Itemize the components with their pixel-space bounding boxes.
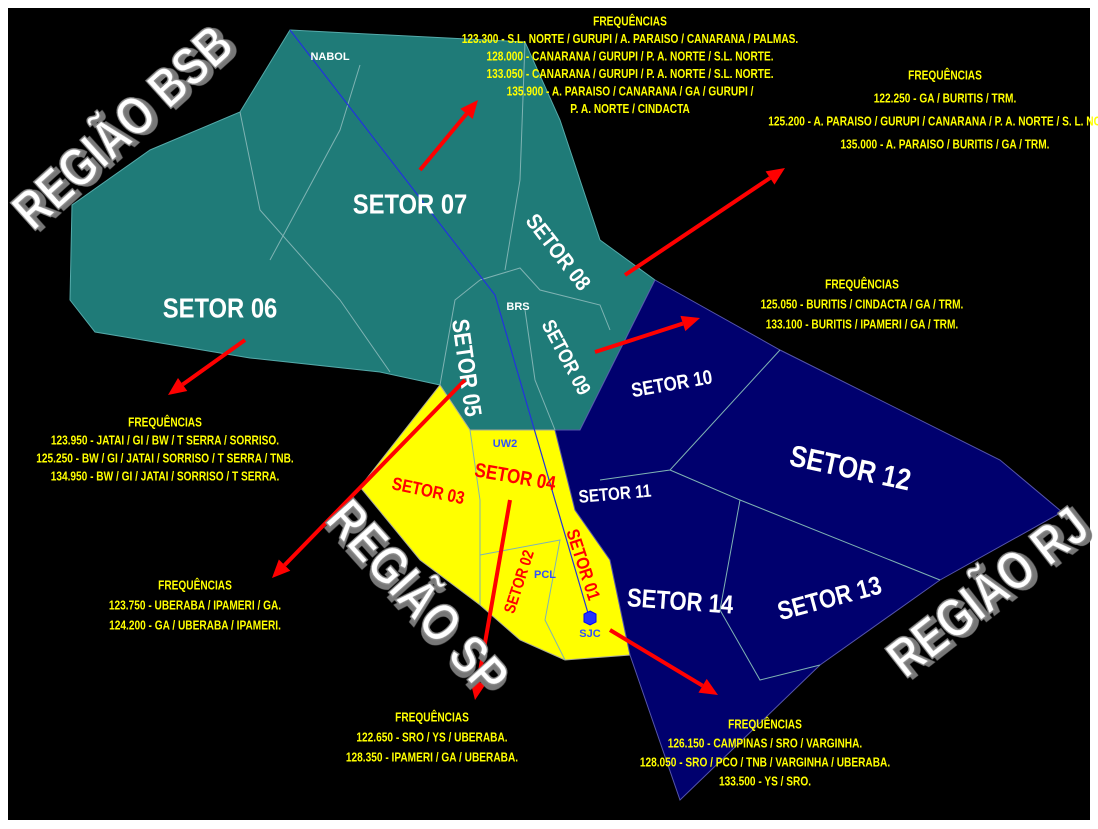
- frequency-block: FREQUÊNCIAS 122.650 - SRO / YS / UBERABA.…: [346, 710, 518, 764]
- arrow-shaft: [594, 321, 684, 354]
- waypoint-label: SJC: [579, 628, 600, 640]
- frequency-line: 128.000 - CANARANA / GURUPI / P. A. NORT…: [486, 49, 773, 63]
- arrow-shaft: [608, 628, 704, 688]
- frequency-block: FREQUÊNCIAS 122.250 - GA / BURITIS / TRM.…: [768, 68, 1098, 151]
- frequency-line: 128.350 - IPAMERI / GA / UBERABA.: [346, 750, 518, 764]
- frequency-title: FREQUÊNCIAS: [908, 68, 982, 82]
- waypoint-label: BRS: [506, 301, 529, 313]
- frequency-line: 133.100 - BURITIS / IPAMERI / GA / TRM.: [766, 317, 958, 331]
- waypoint-label: NABOL: [310, 51, 349, 63]
- arrow-head: [470, 680, 486, 700]
- frequency-title: FREQUÊNCIAS: [128, 415, 202, 429]
- arrow-shaft: [418, 112, 469, 172]
- frequency-line: P. A. NORTE / CINDACTA: [570, 102, 690, 116]
- sector-label: SETOR 06: [163, 292, 278, 324]
- frequency-line: 134.950 - BW / GI / JATAI / SORRISO / T …: [51, 469, 280, 483]
- frequency-line: 126.150 - CAMPINAS / SRO / VARGINHA.: [668, 736, 862, 750]
- frequency-title: FREQUÊNCIAS: [395, 710, 469, 724]
- frequency-line: 125.050 - BURITIS / CINDACTA / GA / TRM.: [761, 297, 964, 311]
- yellow-area: [359, 384, 631, 661]
- arrow-head: [765, 168, 785, 185]
- arrow: [608, 628, 718, 695]
- teal-area: [69, 29, 656, 431]
- arrow-head: [460, 100, 478, 119]
- waypoint-label: PCL: [534, 569, 556, 581]
- frequency-line: 124.200 - GA / UBERABA / IPAMERI.: [109, 618, 281, 632]
- arrow-shaft: [476, 499, 512, 683]
- frequency-block: FREQUÊNCIAS 125.050 - BURITIS / CINDACTA …: [761, 277, 964, 331]
- frequency-line: 122.250 - GA / BURITIS / TRM.: [874, 91, 1017, 105]
- arrow: [272, 378, 467, 578]
- arrow-head: [680, 315, 700, 332]
- arrow: [623, 168, 785, 277]
- frequency-line: 135.900 - A. PARAISO / CANARANA / GA / G…: [507, 84, 754, 98]
- frequency-block: FREQUÊNCIAS 123.950 - JATAI / GI / BW / T…: [36, 415, 293, 483]
- frequency-line: 133.050 - CANARANA / GURUPI / P. A. NORT…: [486, 67, 773, 81]
- frequency-title: FREQUÊNCIAS: [158, 578, 232, 592]
- sector-label: SETOR 07: [353, 188, 468, 220]
- frequency-line: 125.200 - A. PARAISO / GURUPI / CANARANA…: [768, 114, 1098, 128]
- arrow: [470, 499, 512, 700]
- arrow-head: [272, 559, 291, 578]
- frequency-title: FREQUÊNCIAS: [593, 14, 667, 28]
- frequency-title: FREQUÊNCIAS: [825, 277, 899, 291]
- frequency-line: 125.250 - BW / GI / JATAI / SORRISO / T …: [36, 451, 293, 465]
- arrow: [418, 100, 478, 172]
- arrow-shaft: [181, 338, 247, 387]
- arrow: [594, 315, 700, 354]
- frequency-line: 133.500 - YS / SRO.: [719, 774, 811, 788]
- arrow-head: [168, 378, 188, 395]
- frequency-line: 123.300 - S.L. NORTE / GURUPI / A. PARAI…: [462, 32, 798, 46]
- frequency-title: FREQUÊNCIAS: [728, 717, 802, 731]
- frequency-line: 128.050 - SRO / PCO / TNB / VARGINHA / U…: [640, 755, 890, 769]
- arrow: [168, 338, 247, 395]
- frequency-line: 123.950 - JATAI / GI / BW / T SERRA / SO…: [51, 433, 279, 447]
- arrow-shaft: [623, 176, 772, 277]
- frequency-line: 122.650 - SRO / YS / UBERABA.: [356, 730, 507, 744]
- arrow-head: [698, 678, 718, 695]
- frequency-block: FREQUÊNCIAS 123.750 - UBERABA / IPAMERI /…: [109, 578, 281, 632]
- waypoint-label: UW2: [493, 438, 517, 450]
- frequency-block: FREQUÊNCIAS 123.300 - S.L. NORTE / GURUPI…: [462, 14, 798, 116]
- frequency-line: 135.000 - A. PARAISO / BURITIS / GA / TR…: [841, 137, 1050, 151]
- route-line: [289, 29, 591, 621]
- sector-boundaries: [239, 41, 941, 681]
- frequency-line: 123.750 - UBERABA / IPAMERI / GA.: [109, 598, 281, 612]
- sjc-marker: [583, 610, 597, 626]
- arrow-shaft: [283, 378, 467, 567]
- frequency-block: FREQUÊNCIAS 126.150 - CAMPINAS / SRO / VA…: [640, 717, 890, 788]
